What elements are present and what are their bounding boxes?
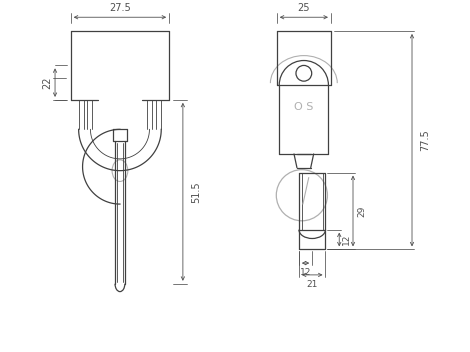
Text: 25: 25 xyxy=(298,3,310,13)
Text: 29: 29 xyxy=(357,205,366,217)
Text: 27.5: 27.5 xyxy=(109,3,131,13)
Text: 77.5: 77.5 xyxy=(420,129,430,151)
Text: 51.5: 51.5 xyxy=(191,181,201,203)
Text: 21: 21 xyxy=(306,280,318,289)
Text: 12: 12 xyxy=(342,234,351,245)
Text: 12: 12 xyxy=(300,268,311,277)
Text: 22: 22 xyxy=(42,76,52,89)
Text: O S: O S xyxy=(294,102,313,112)
